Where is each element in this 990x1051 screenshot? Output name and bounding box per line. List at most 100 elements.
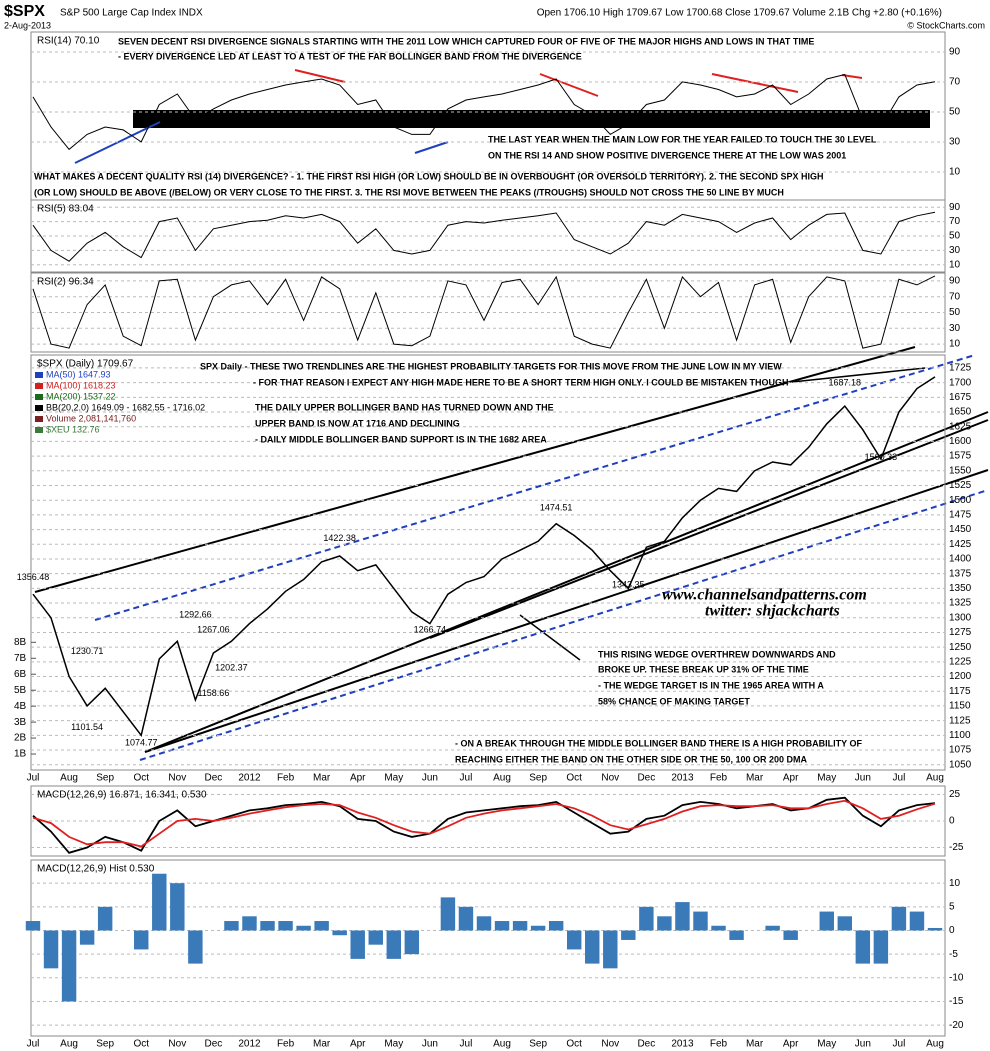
y-tick-label: 90 xyxy=(949,202,961,213)
bar xyxy=(440,897,456,931)
y2-tick-label: 1B xyxy=(14,749,27,760)
y2-tick-label: 5B xyxy=(14,685,27,696)
x-tick-label: Dec xyxy=(205,1039,223,1050)
x-tick-label: Oct xyxy=(566,1039,582,1050)
y-tick-label: 90 xyxy=(949,276,961,287)
legend-entry: $XEU 132.76 xyxy=(46,424,100,434)
x-tick-label: Feb xyxy=(277,1039,295,1050)
y-tick-label: 30 xyxy=(949,137,961,148)
divergence-arrow xyxy=(294,69,346,83)
bar xyxy=(693,911,708,931)
price-label: 1074.77 xyxy=(125,738,158,748)
bar xyxy=(134,930,149,950)
bar xyxy=(61,930,77,1002)
bar xyxy=(188,930,203,964)
y-tick-label: 0 xyxy=(949,925,955,936)
annotation: - THE WEDGE TARGET IS IN THE 1965 AREA W… xyxy=(598,680,824,690)
y-tick-label: 30 xyxy=(949,245,961,256)
x-tick-label: Sep xyxy=(96,1039,114,1050)
x-tick-label: Jun xyxy=(422,773,438,784)
bar xyxy=(530,925,546,931)
y-tick-label: 25 xyxy=(949,789,961,800)
x-tick-label: Aug xyxy=(60,1039,78,1050)
divergence-arrow xyxy=(539,73,599,97)
bar xyxy=(170,883,185,931)
x-tick-label: Apr xyxy=(350,1039,366,1050)
annotation: - DAILY MIDDLE BOLLINGER BAND SUPPORT IS… xyxy=(255,434,547,444)
divergence-arrow xyxy=(711,73,799,93)
data-line xyxy=(32,73,936,151)
y-tick-label: 50 xyxy=(949,231,961,242)
trendline xyxy=(34,346,916,593)
panel-title: $SPX (Daily) 1709.67 xyxy=(37,359,134,370)
x-tick-label: Oct xyxy=(133,1039,149,1050)
price-label: 1343.35 xyxy=(612,580,645,590)
y-tick-label: -15 xyxy=(949,996,964,1007)
divergence-arrow xyxy=(414,141,449,154)
x-tick-label: Aug xyxy=(60,773,78,784)
annotation: - FOR THAT REASON I EXPECT ANY HIGH MADE… xyxy=(253,377,789,387)
x-tick-label: Sep xyxy=(529,1039,547,1050)
annotation: THE DAILY UPPER BOLLINGER BAND HAS TURNE… xyxy=(255,402,554,412)
bar xyxy=(512,921,528,931)
date: 2-Aug-2013 xyxy=(4,20,51,30)
y-tick-label: 1375 xyxy=(949,568,972,579)
decorations xyxy=(34,69,989,761)
x-tick-label: Aug xyxy=(926,773,944,784)
bar xyxy=(25,921,41,931)
price-label: 1266.74 xyxy=(414,625,447,635)
x-tick-label: Mar xyxy=(313,773,331,784)
y-tick-label: 1150 xyxy=(949,701,971,712)
y2-tick-label: 3B xyxy=(14,717,27,728)
x-tick-label: Jul xyxy=(460,773,473,784)
bar xyxy=(566,930,582,950)
x-tick-label: Mar xyxy=(746,773,764,784)
y-tick-label: 1725 xyxy=(949,363,972,374)
y-tick-label: 70 xyxy=(949,216,961,227)
y2-tick-label: 2B xyxy=(14,733,27,744)
annotation: SPX Daily - THESE TWO TRENDLINES ARE THE… xyxy=(200,361,782,371)
legend-swatch xyxy=(35,405,43,411)
price-label: 1101.54 xyxy=(71,722,103,732)
bar xyxy=(368,930,383,945)
y-tick-label: 1700 xyxy=(949,377,972,388)
bar xyxy=(603,930,618,969)
x-tick-label: Aug xyxy=(493,773,511,784)
x-tick-label: Apr xyxy=(783,1039,799,1050)
y-tick-label: 1325 xyxy=(949,598,972,609)
channel-line xyxy=(94,354,976,621)
x-tick-label: 2012 xyxy=(238,1039,261,1050)
pointer-arrow xyxy=(519,614,581,661)
bar xyxy=(242,916,257,931)
y-tick-label: 10 xyxy=(949,878,961,889)
bar xyxy=(909,911,925,931)
bar xyxy=(819,911,834,931)
annotation: twitter: shjackcharts xyxy=(705,603,840,620)
y-tick-label: 1250 xyxy=(949,642,972,653)
bar xyxy=(765,925,780,931)
annotation: - ON A BREAK THROUGH THE MIDDLE BOLLINGE… xyxy=(455,738,863,748)
bar xyxy=(314,921,329,931)
x-tick-label: Feb xyxy=(277,773,295,784)
index-name: S&P 500 Large Cap Index INDX xyxy=(60,8,203,19)
x-tick-label: Feb xyxy=(710,773,728,784)
x-tick-label: Apr xyxy=(350,773,366,784)
y2-tick-label: 8B xyxy=(14,637,27,648)
bar xyxy=(855,930,871,964)
target-arrow xyxy=(791,367,926,383)
bar xyxy=(224,921,239,931)
y-tick-label: -20 xyxy=(949,1020,964,1031)
y-tick-label: 50 xyxy=(949,107,961,118)
annotation: REACHING EITHER THE BAND ON THE OTHER SI… xyxy=(455,754,808,764)
bar xyxy=(260,921,275,931)
annotation: (OR LOW) SHOULD BE ABOVE (/BELOW) OR VER… xyxy=(34,187,784,197)
data-line xyxy=(32,799,936,848)
legend-swatch xyxy=(35,372,43,378)
panel-title: RSI(2) 96.34 xyxy=(37,277,94,288)
x-tick-label: May xyxy=(817,1039,836,1050)
x-tick-label: Jun xyxy=(855,1039,871,1050)
x-tick-label: May xyxy=(817,773,836,784)
x-tick-label: Dec xyxy=(637,773,655,784)
x-tick-label: Aug xyxy=(493,1039,511,1050)
y-tick-label: 1275 xyxy=(949,627,972,638)
